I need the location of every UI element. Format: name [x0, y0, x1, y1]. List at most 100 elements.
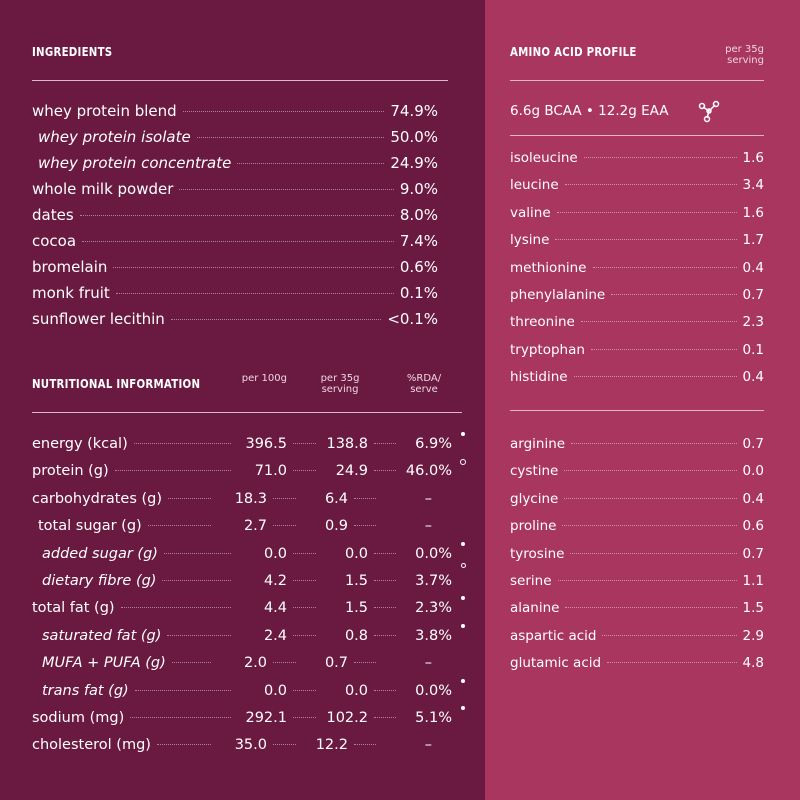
- rda: 0.0%: [415, 682, 452, 699]
- ingredient-row: dates 8.0%: [32, 206, 438, 226]
- per-100g: 0.0: [263, 682, 287, 699]
- nutrition-row: energy (kcal) 396.5 138.8 6.9%: [32, 432, 470, 456]
- nutrient-name: dietary fibre (g): [42, 573, 157, 589]
- ingredient-row: whey protein isolate 50.0%: [38, 128, 438, 148]
- ingredient-row: whey protein concentrate 24.9%: [38, 154, 438, 174]
- leader: [167, 634, 231, 636]
- leader: [580, 321, 737, 323]
- ingredient-name: whole milk powder: [32, 180, 174, 198]
- rule: [510, 410, 764, 411]
- nutrition-row: added sugar (g) 0.0 0.0 0.0%: [32, 541, 470, 566]
- per-serving: 0.8: [344, 627, 368, 644]
- amino-value: 0.1: [742, 341, 764, 358]
- amino-value: 0.7: [742, 545, 764, 562]
- marker-cell: [452, 459, 470, 475]
- marker: [461, 678, 465, 683]
- per-serving: 138.8: [326, 436, 368, 452]
- leader: [293, 634, 316, 636]
- marker-cell: [452, 623, 470, 640]
- leader: [179, 189, 394, 190]
- leader: [374, 634, 396, 636]
- amino-row: serine 1.1: [510, 573, 764, 593]
- nutrient-name: added sugar (g): [42, 545, 158, 562]
- per-serving: 102.2: [326, 710, 368, 726]
- nutrition-row: carbohydrates (g) 18.3 6.4 –: [32, 491, 470, 511]
- amino-row: cystine 0.0: [510, 463, 764, 483]
- ingredient-name: cocoa: [32, 232, 77, 250]
- marker: [460, 459, 466, 466]
- leader: [82, 241, 394, 242]
- amino-name: serine: [510, 573, 552, 589]
- amino-row: tryptophan 0.1: [510, 342, 764, 362]
- leader: [114, 470, 231, 472]
- amino-row: methionine 0.4: [510, 260, 764, 280]
- section-title: INGREDIENTS: [32, 45, 113, 59]
- ingredient-value: 0.1%: [399, 284, 438, 302]
- nutrition-row: MUFA + PUFA (g) 2.0 0.7 –: [32, 655, 470, 675]
- leader: [374, 580, 396, 581]
- amino-name: tryptophan: [510, 341, 585, 358]
- amino-name: tyrosine: [510, 545, 565, 562]
- ingredient-value: 7.4%: [399, 232, 438, 250]
- amino-value: 0.4: [742, 369, 764, 386]
- rule: [32, 412, 462, 413]
- per-serving: 0.9: [324, 518, 348, 535]
- leader: [354, 497, 376, 499]
- leader: [354, 525, 376, 527]
- ingredient-row: sunflower lecithin <0.1%: [32, 310, 438, 330]
- ingredient-row: bromelain 0.6%: [32, 258, 438, 278]
- rda: 2.3%: [415, 600, 452, 617]
- amino-row: arginine 0.7: [510, 436, 764, 456]
- ingredient-row: whey protein blend 74.9%: [32, 102, 438, 122]
- per-serving: 12.2: [315, 737, 348, 754]
- leader: [147, 525, 211, 527]
- marker: [461, 596, 465, 601]
- amino-value: 0.4: [742, 490, 764, 507]
- leader: [555, 239, 737, 241]
- section-title: AMINO ACID PROFILE: [510, 45, 637, 59]
- nutrient-name: energy (kcal): [32, 436, 128, 452]
- amino-summary: 6.6g BCAA • 12.2g EAA: [510, 103, 669, 119]
- left-panel: [0, 0, 485, 800]
- marker: [461, 432, 465, 436]
- amino-row: alanine 1.5: [510, 600, 764, 620]
- leader: [583, 157, 737, 158]
- amino-name: methionine: [510, 259, 587, 276]
- amino-value: 0.4: [742, 259, 764, 276]
- rda: –: [424, 737, 432, 754]
- nutrient-name: total fat (g): [32, 600, 115, 617]
- leader: [374, 552, 396, 554]
- amino-name: alanine: [510, 600, 560, 617]
- leader: [130, 717, 231, 718]
- per-serving: 0.7: [324, 655, 348, 672]
- leader: [611, 294, 737, 295]
- marker-cell: [452, 706, 470, 722]
- column-header: per 100g: [241, 373, 287, 384]
- nutrient-name: protein (g): [32, 463, 109, 480]
- amino-row: valine 1.6: [510, 205, 764, 225]
- amino-row: histidine 0.4: [510, 369, 764, 389]
- per-100g: 4.4: [263, 600, 287, 617]
- leader: [79, 215, 394, 216]
- marker-cell: [452, 739, 470, 749]
- amino-row: phenylalanine 0.7: [510, 287, 764, 307]
- rda: 3.7%: [415, 573, 452, 589]
- ingredient-value: <0.1%: [387, 310, 438, 328]
- leader: [293, 607, 316, 609]
- rda: 46.0%: [405, 463, 452, 480]
- leader: [115, 293, 394, 294]
- leader: [273, 497, 296, 499]
- amino-value: 1.1: [742, 573, 764, 589]
- per-100g: 2.0: [243, 655, 267, 672]
- nutrient-name: total sugar (g): [38, 518, 142, 535]
- rda: 5.1%: [415, 710, 452, 726]
- per-serving: 6.4: [324, 490, 348, 507]
- ingredient-row: cocoa 7.4%: [32, 232, 438, 252]
- leader: [196, 137, 385, 138]
- amino-name: threonine: [510, 314, 575, 331]
- leader: [120, 607, 231, 609]
- leader: [565, 607, 737, 609]
- per-serving: 0.0: [344, 545, 368, 562]
- amino-name: lysine: [510, 232, 550, 249]
- leader: [556, 211, 737, 213]
